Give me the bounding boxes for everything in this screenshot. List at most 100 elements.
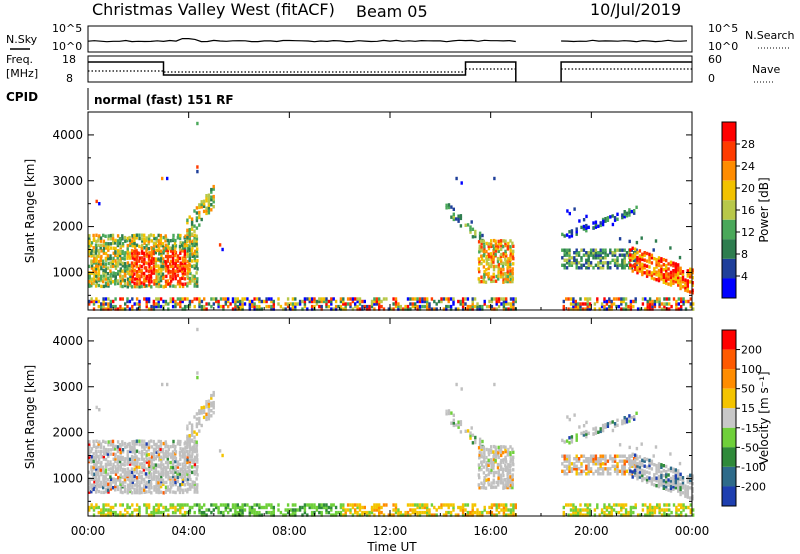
power-cell [480,254,483,258]
power-cell [580,225,583,230]
power-cell [675,302,678,306]
velocity-cell [157,472,161,477]
power-cell [500,272,503,276]
power-cell [611,258,614,262]
velocity-cell [89,449,93,454]
power-cell [104,269,107,273]
power-cell [118,253,122,258]
velocity-cell [217,510,220,515]
velocity-cell [253,510,256,515]
power-cell [147,269,151,274]
velocity-cell [686,480,689,484]
velocity-cell [182,447,185,451]
velocity-cell [584,513,587,517]
velocity-cell [145,449,148,454]
power-cell [435,307,438,311]
power-cell [97,299,100,304]
velocity-cell [291,510,295,515]
velocity-cell [648,458,651,463]
velocity-cell [497,451,500,455]
velocity-cell [109,448,113,452]
power-cell [653,257,656,261]
velocity-cell [650,462,654,466]
velocity-cell [452,418,455,422]
velocity-cell [253,513,256,517]
power-cell [143,241,146,245]
velocity-cell [306,513,309,517]
power-cell [660,264,663,268]
velocity-cell [147,452,150,457]
power-cell [509,277,512,282]
power-cell [114,251,117,255]
power-cell [363,299,366,304]
power-cell [643,271,646,275]
velocity-cell [648,466,651,470]
velocity-cell [492,450,495,454]
power-cell [497,249,500,254]
power-cell [594,248,598,252]
velocity-cell [100,455,103,459]
power-cell [414,297,417,301]
velocity-cell [196,460,199,464]
power-cell [669,260,673,264]
velocity-cell [482,447,486,451]
velocity-cell [140,462,144,466]
velocity-cell [691,482,694,486]
velocity-cell [189,458,192,462]
velocity-cell [181,503,184,507]
power-cell [207,201,211,205]
power-cell [625,214,629,218]
velocity-cell [184,440,187,444]
power-cell [207,211,211,215]
power-cell [689,297,692,301]
power-cell [167,269,170,273]
velocity-cell [255,503,259,507]
power-cell [152,257,156,261]
velocity-cell [561,469,564,473]
velocity-cell [648,503,652,507]
velocity-cell [154,448,158,452]
power-cell [667,262,670,266]
velocity-cell [505,503,508,507]
velocity-cell [421,503,424,507]
power-cell [575,261,578,265]
velocity-cell [624,503,628,507]
power-cell [234,304,237,309]
velocity-cell [222,510,225,515]
velocity-cell [592,472,595,476]
velocity-cell [411,510,414,515]
velocity-cell [363,510,366,515]
power-cell [88,247,91,251]
velocity-cell [251,508,254,512]
velocity-cell [454,513,458,517]
power-cell [188,256,192,260]
power-cell [474,232,477,236]
power-cell [601,266,605,270]
velocity-cell [155,485,158,489]
velocity-cell [507,447,510,452]
velocity-cell [106,488,110,492]
power-cell [629,253,632,257]
power-cell [183,246,186,250]
power-cell [109,304,112,309]
velocity-cell [123,441,127,446]
power-cell [679,276,682,281]
power-cell [109,277,113,281]
velocity-cell [210,503,213,507]
velocity-cell [272,508,275,512]
power-cell [114,276,117,281]
power-cell [623,253,626,257]
velocity-cell [506,484,510,488]
power-cell [143,282,146,286]
power-cell [483,273,486,277]
power-cell [604,219,607,223]
power-cell [157,257,160,261]
velocity-cell [116,448,120,452]
power-cell [511,277,514,281]
velocity-cell [387,513,390,517]
power-cell [681,280,685,284]
power-cell [625,253,629,257]
power-cell [124,251,127,255]
power-cell [580,263,583,267]
power-cell [193,253,196,258]
